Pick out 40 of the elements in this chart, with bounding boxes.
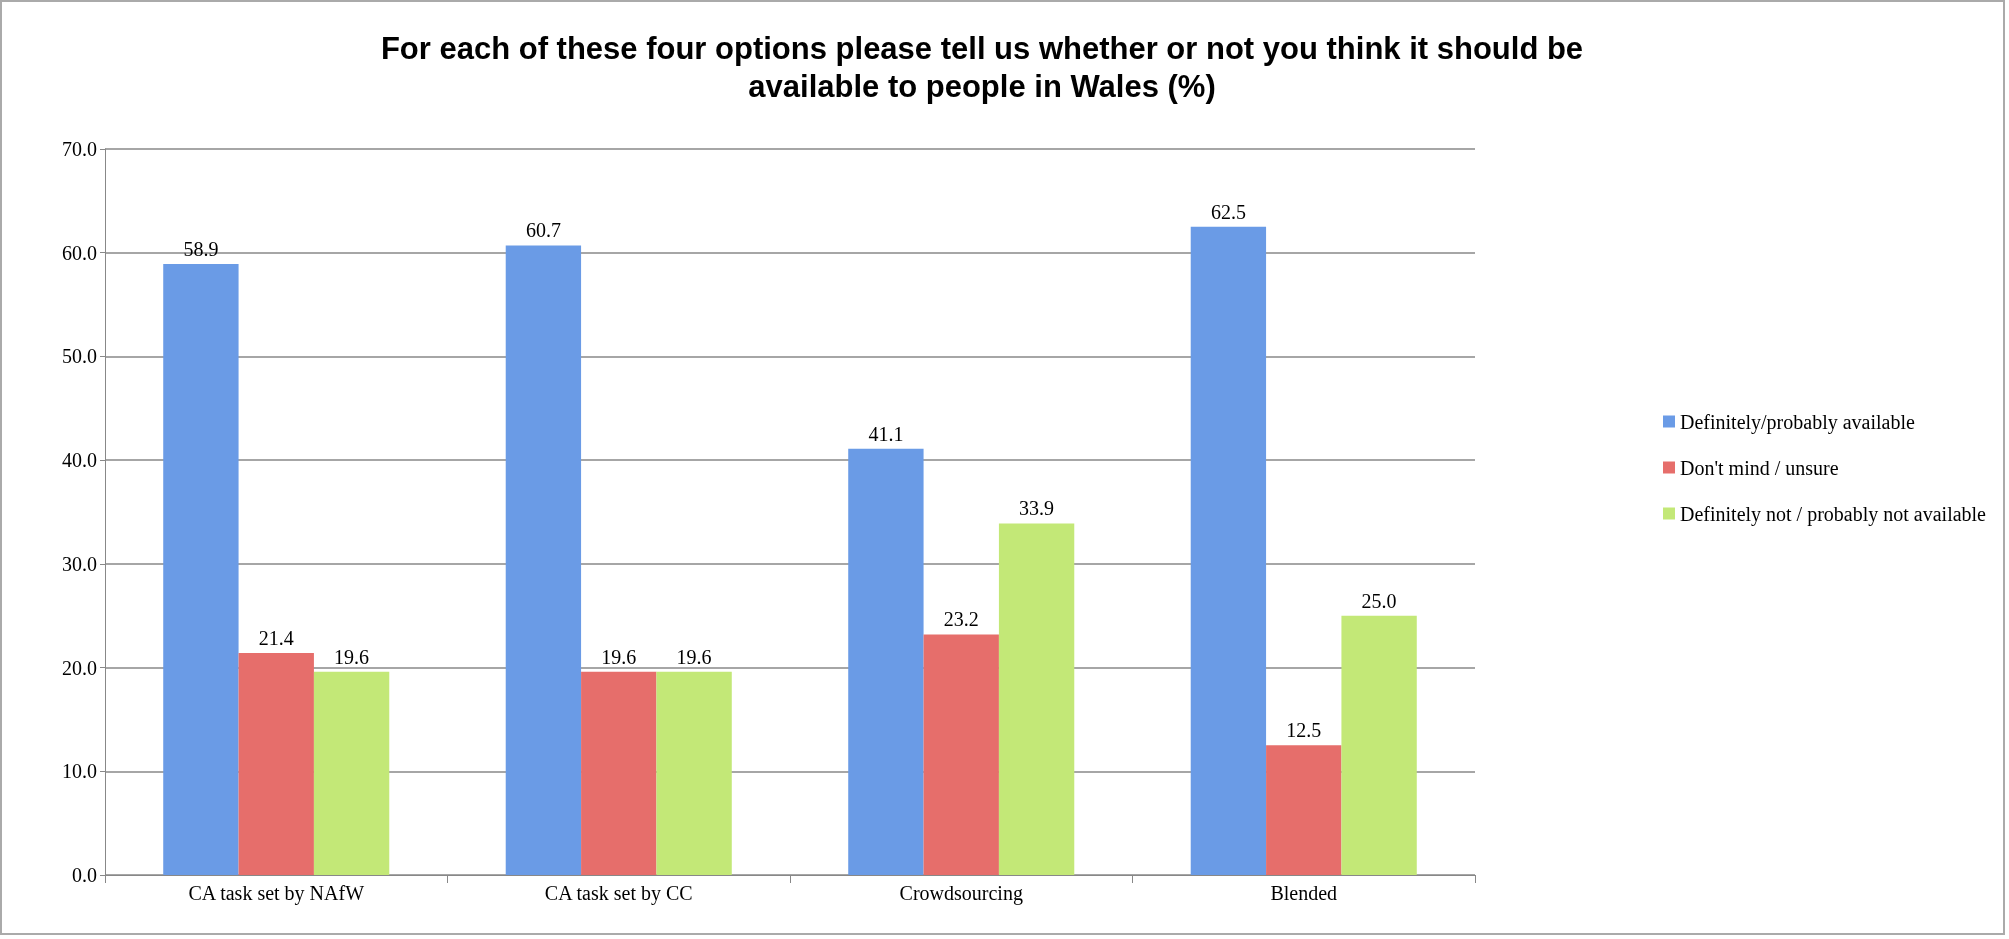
bar [163,264,239,875]
y-tick-label: 40.0 [62,449,97,472]
bar [998,523,1075,875]
data-label: 58.9 [183,238,219,261]
y-tick-label: 30.0 [62,552,97,575]
y-tick-label: 50.0 [62,345,97,368]
data-label: 62.5 [1210,200,1246,223]
bar [581,671,657,875]
data-label: 19.6 [334,645,370,668]
x-tick-label: CA task set by NAfW [188,882,365,905]
data-label: 23.2 [943,608,979,631]
data-label: 19.6 [676,645,712,668]
legend-label: Definitely/probably available [1679,410,1916,434]
bar [238,653,314,875]
x-tick-label: Blended [1270,882,1338,904]
bar [313,671,390,875]
x-tick-label: CA task set by CC [544,882,693,905]
data-label: 21.4 [258,627,294,650]
bar [923,634,999,875]
y-tick-label: 60.0 [62,241,97,264]
bar [656,671,732,875]
data-label: 33.9 [1019,497,1055,520]
y-tick-label: 70.0 [62,138,97,160]
data-label: 19.6 [601,645,637,668]
chart-title: For each of these four options please tell us whether or not you think it should be available to people in Wales (%) [380,30,1584,104]
legend-label: Definitely not / probably not available [1679,502,1987,526]
bar [505,245,582,875]
bar [1341,615,1417,875]
data-label: 25.0 [1361,589,1397,612]
y-tick-label: 20.0 [62,656,97,679]
x-tick-label: Crowdsourcing [899,882,1023,905]
data-label: 12.5 [1286,719,1322,742]
data-label: 41.1 [868,422,904,445]
bar [1266,745,1342,875]
bar [1190,226,1267,875]
legend-label: Don't mind / unsure [1679,456,1839,479]
y-tick-label: 10.0 [62,760,97,783]
y-tick-label: 0.0 [72,864,97,886]
data-label: 60.7 [525,219,561,242]
bar [848,448,924,875]
